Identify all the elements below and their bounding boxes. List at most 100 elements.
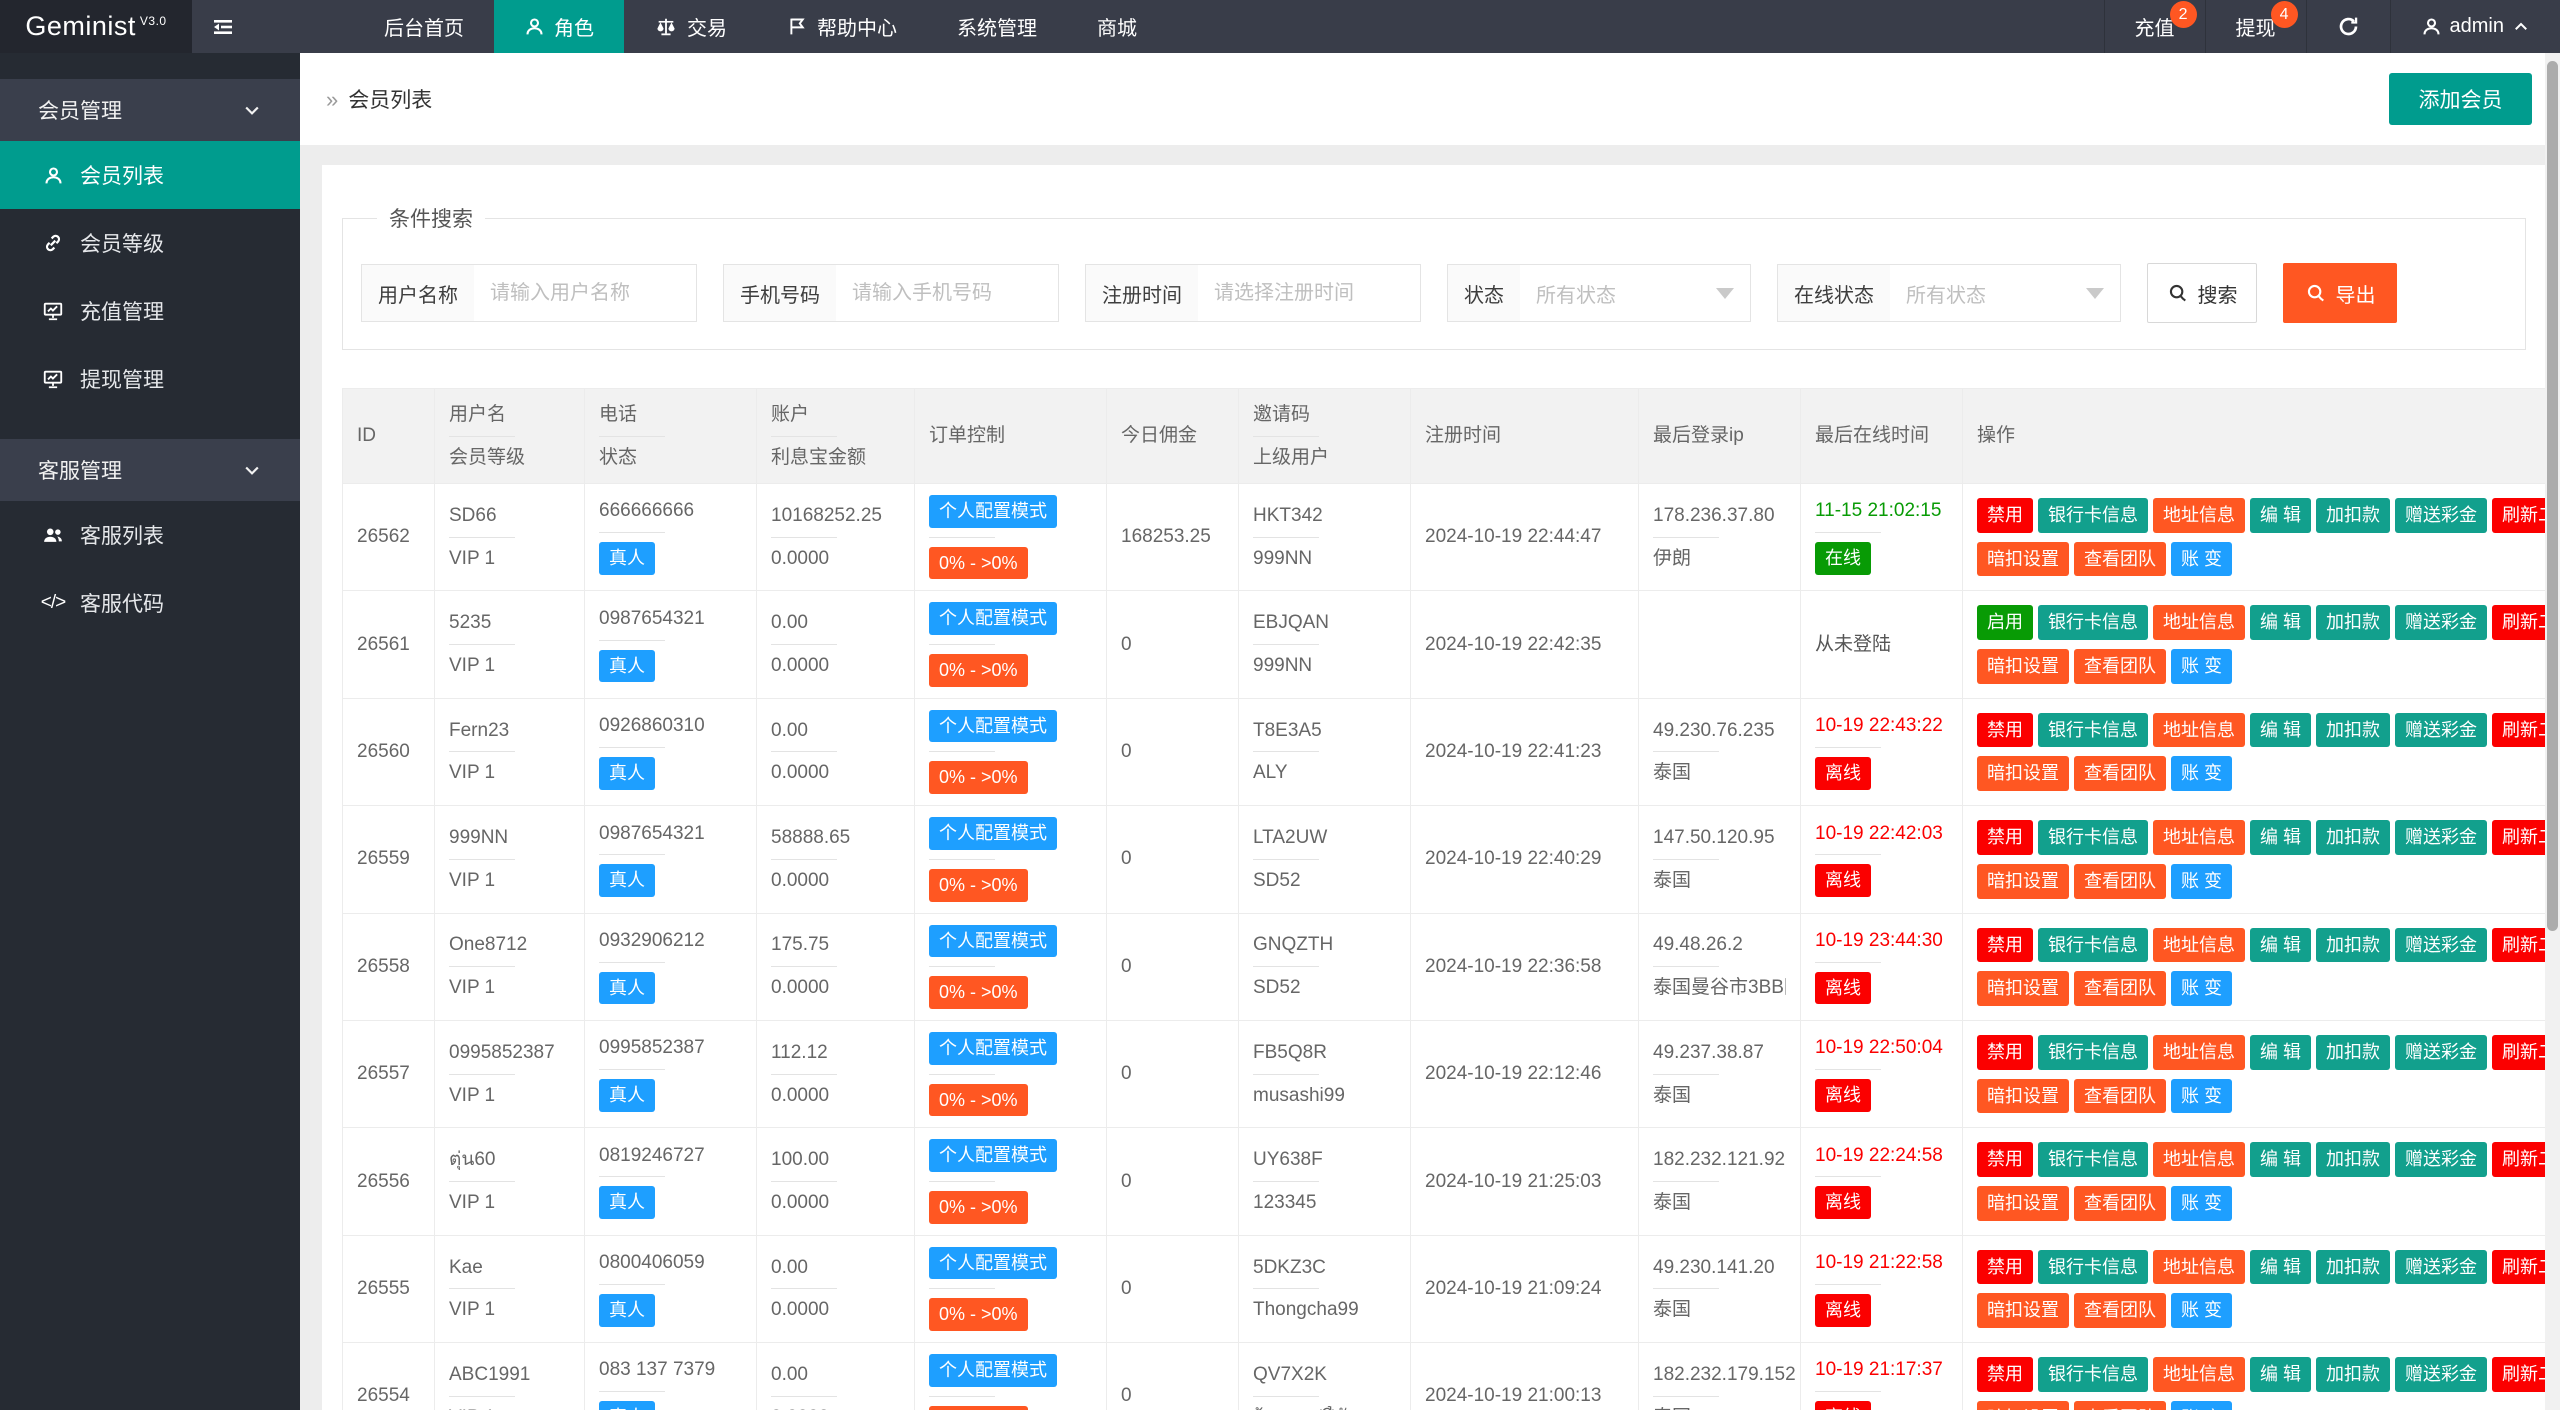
gift-bonus-button[interactable]: 赠送彩金	[2395, 605, 2487, 640]
sidebar-item-recharge-mgmt[interactable]: 充值管理	[0, 277, 300, 345]
add-deduct-button[interactable]: 加扣款	[2316, 1357, 2390, 1392]
hidden-deduct-button[interactable]: 暗扣设置	[1977, 542, 2069, 577]
vertical-scrollbar[interactable]	[2545, 53, 2560, 1410]
edit-button[interactable]: 编 辑	[2250, 928, 2311, 963]
account-change-button[interactable]: 账 变	[2171, 756, 2232, 791]
address-info-button[interactable]: 地址信息	[2153, 1357, 2245, 1392]
view-team-button[interactable]: 查看团队	[2074, 971, 2166, 1006]
gift-bonus-button[interactable]: 赠送彩金	[2395, 713, 2487, 748]
refresh-qr-button[interactable]: 刷新二维码	[2492, 1035, 2546, 1070]
bank-info-button[interactable]: 银行卡信息	[2038, 605, 2148, 640]
hidden-deduct-button[interactable]: 暗扣设置	[1977, 649, 2069, 684]
edit-button[interactable]: 编 辑	[2250, 498, 2311, 533]
address-info-button[interactable]: 地址信息	[2153, 1142, 2245, 1177]
address-info-button[interactable]: 地址信息	[2153, 928, 2245, 963]
hidden-deduct-button[interactable]: 暗扣设置	[1977, 864, 2069, 899]
address-info-button[interactable]: 地址信息	[2153, 713, 2245, 748]
sidebar-item-service-list[interactable]: 客服列表	[0, 501, 300, 569]
view-team-button[interactable]: 查看团队	[2074, 1079, 2166, 1114]
gift-bonus-button[interactable]: 赠送彩金	[2395, 928, 2487, 963]
top-nav-mall[interactable]: 商城	[1067, 0, 1167, 53]
edit-button[interactable]: 编 辑	[2250, 605, 2311, 640]
refresh-qr-button[interactable]: 刷新二维码	[2492, 498, 2546, 533]
bank-info-button[interactable]: 银行卡信息	[2038, 1357, 2148, 1392]
sidebar-item-member-list[interactable]: 会员列表	[0, 141, 300, 209]
navbar-recharge-button[interactable]: 充值2	[2104, 0, 2205, 53]
toggle-button[interactable]: 禁用	[1977, 713, 2033, 748]
navbar-withdraw-button[interactable]: 提现4	[2205, 0, 2306, 53]
account-change-button[interactable]: 账 变	[2171, 864, 2232, 899]
phone-input[interactable]	[836, 265, 1058, 321]
bank-info-button[interactable]: 银行卡信息	[2038, 1035, 2148, 1070]
top-nav-help[interactable]: 帮助中心	[757, 0, 927, 53]
account-change-button[interactable]: 账 变	[2171, 1079, 2232, 1114]
address-info-button[interactable]: 地址信息	[2153, 605, 2245, 640]
add-deduct-button[interactable]: 加扣款	[2316, 820, 2390, 855]
toggle-button[interactable]: 禁用	[1977, 928, 2033, 963]
bank-info-button[interactable]: 银行卡信息	[2038, 713, 2148, 748]
hidden-deduct-button[interactable]: 暗扣设置	[1977, 1186, 2069, 1221]
scrollbar-thumb[interactable]	[2547, 61, 2558, 931]
account-change-button[interactable]: 账 变	[2171, 1401, 2232, 1410]
view-team-button[interactable]: 查看团队	[2074, 1401, 2166, 1410]
add-deduct-button[interactable]: 加扣款	[2316, 1142, 2390, 1177]
add-member-button[interactable]: 添加会员	[2389, 73, 2532, 125]
hidden-deduct-button[interactable]: 暗扣设置	[1977, 1079, 2069, 1114]
bank-info-button[interactable]: 银行卡信息	[2038, 498, 2148, 533]
hidden-deduct-button[interactable]: 暗扣设置	[1977, 756, 2069, 791]
view-team-button[interactable]: 查看团队	[2074, 1293, 2166, 1328]
navbar-refresh-button[interactable]	[2306, 0, 2390, 53]
refresh-qr-button[interactable]: 刷新二维码	[2492, 1142, 2546, 1177]
toggle-button[interactable]: 禁用	[1977, 820, 2033, 855]
gift-bonus-button[interactable]: 赠送彩金	[2395, 1250, 2487, 1285]
add-deduct-button[interactable]: 加扣款	[2316, 605, 2390, 640]
add-deduct-button[interactable]: 加扣款	[2316, 928, 2390, 963]
edit-button[interactable]: 编 辑	[2250, 1035, 2311, 1070]
export-button[interactable]: 导出	[2283, 263, 2397, 323]
refresh-qr-button[interactable]: 刷新二维码	[2492, 605, 2546, 640]
top-nav-home[interactable]: 后台首页	[354, 0, 494, 53]
view-team-button[interactable]: 查看团队	[2074, 756, 2166, 791]
top-nav-system[interactable]: 系统管理	[927, 0, 1067, 53]
gift-bonus-button[interactable]: 赠送彩金	[2395, 820, 2487, 855]
toggle-button[interactable]: 禁用	[1977, 1142, 2033, 1177]
refresh-qr-button[interactable]: 刷新二维码	[2492, 1357, 2546, 1392]
gift-bonus-button[interactable]: 赠送彩金	[2395, 498, 2487, 533]
account-change-button[interactable]: 账 变	[2171, 542, 2232, 577]
search-button[interactable]: 搜索	[2147, 263, 2257, 323]
refresh-qr-button[interactable]: 刷新二维码	[2492, 928, 2546, 963]
refresh-qr-button[interactable]: 刷新二维码	[2492, 1250, 2546, 1285]
bank-info-button[interactable]: 银行卡信息	[2038, 1250, 2148, 1285]
bank-info-button[interactable]: 银行卡信息	[2038, 820, 2148, 855]
top-nav-trade[interactable]: 交易	[624, 0, 757, 53]
toggle-button[interactable]: 禁用	[1977, 1250, 2033, 1285]
toggle-button[interactable]: 禁用	[1977, 1035, 2033, 1070]
refresh-qr-button[interactable]: 刷新二维码	[2492, 820, 2546, 855]
add-deduct-button[interactable]: 加扣款	[2316, 498, 2390, 533]
toggle-button[interactable]: 禁用	[1977, 498, 2033, 533]
sidebar-item-service-code[interactable]: </>客服代码	[0, 569, 300, 637]
toggle-button[interactable]: 启用	[1977, 605, 2033, 640]
bank-info-button[interactable]: 银行卡信息	[2038, 1142, 2148, 1177]
navbar-user-menu[interactable]: admin	[2390, 0, 2560, 53]
address-info-button[interactable]: 地址信息	[2153, 820, 2245, 855]
sidebar-collapse-button[interactable]	[192, 0, 254, 53]
reg-time-input[interactable]	[1198, 265, 1420, 321]
edit-button[interactable]: 编 辑	[2250, 713, 2311, 748]
status-select[interactable]: 所有状态	[1520, 265, 1750, 321]
add-deduct-button[interactable]: 加扣款	[2316, 1035, 2390, 1070]
view-team-button[interactable]: 查看团队	[2074, 1186, 2166, 1221]
sidebar-item-member-level[interactable]: 会员等级	[0, 209, 300, 277]
hidden-deduct-button[interactable]: 暗扣设置	[1977, 1293, 2069, 1328]
gift-bonus-button[interactable]: 赠送彩金	[2395, 1142, 2487, 1177]
view-team-button[interactable]: 查看团队	[2074, 542, 2166, 577]
address-info-button[interactable]: 地址信息	[2153, 1035, 2245, 1070]
hidden-deduct-button[interactable]: 暗扣设置	[1977, 1401, 2069, 1410]
hidden-deduct-button[interactable]: 暗扣设置	[1977, 971, 2069, 1006]
edit-button[interactable]: 编 辑	[2250, 820, 2311, 855]
add-deduct-button[interactable]: 加扣款	[2316, 713, 2390, 748]
address-info-button[interactable]: 地址信息	[2153, 498, 2245, 533]
edit-button[interactable]: 编 辑	[2250, 1142, 2311, 1177]
add-deduct-button[interactable]: 加扣款	[2316, 1250, 2390, 1285]
edit-button[interactable]: 编 辑	[2250, 1250, 2311, 1285]
